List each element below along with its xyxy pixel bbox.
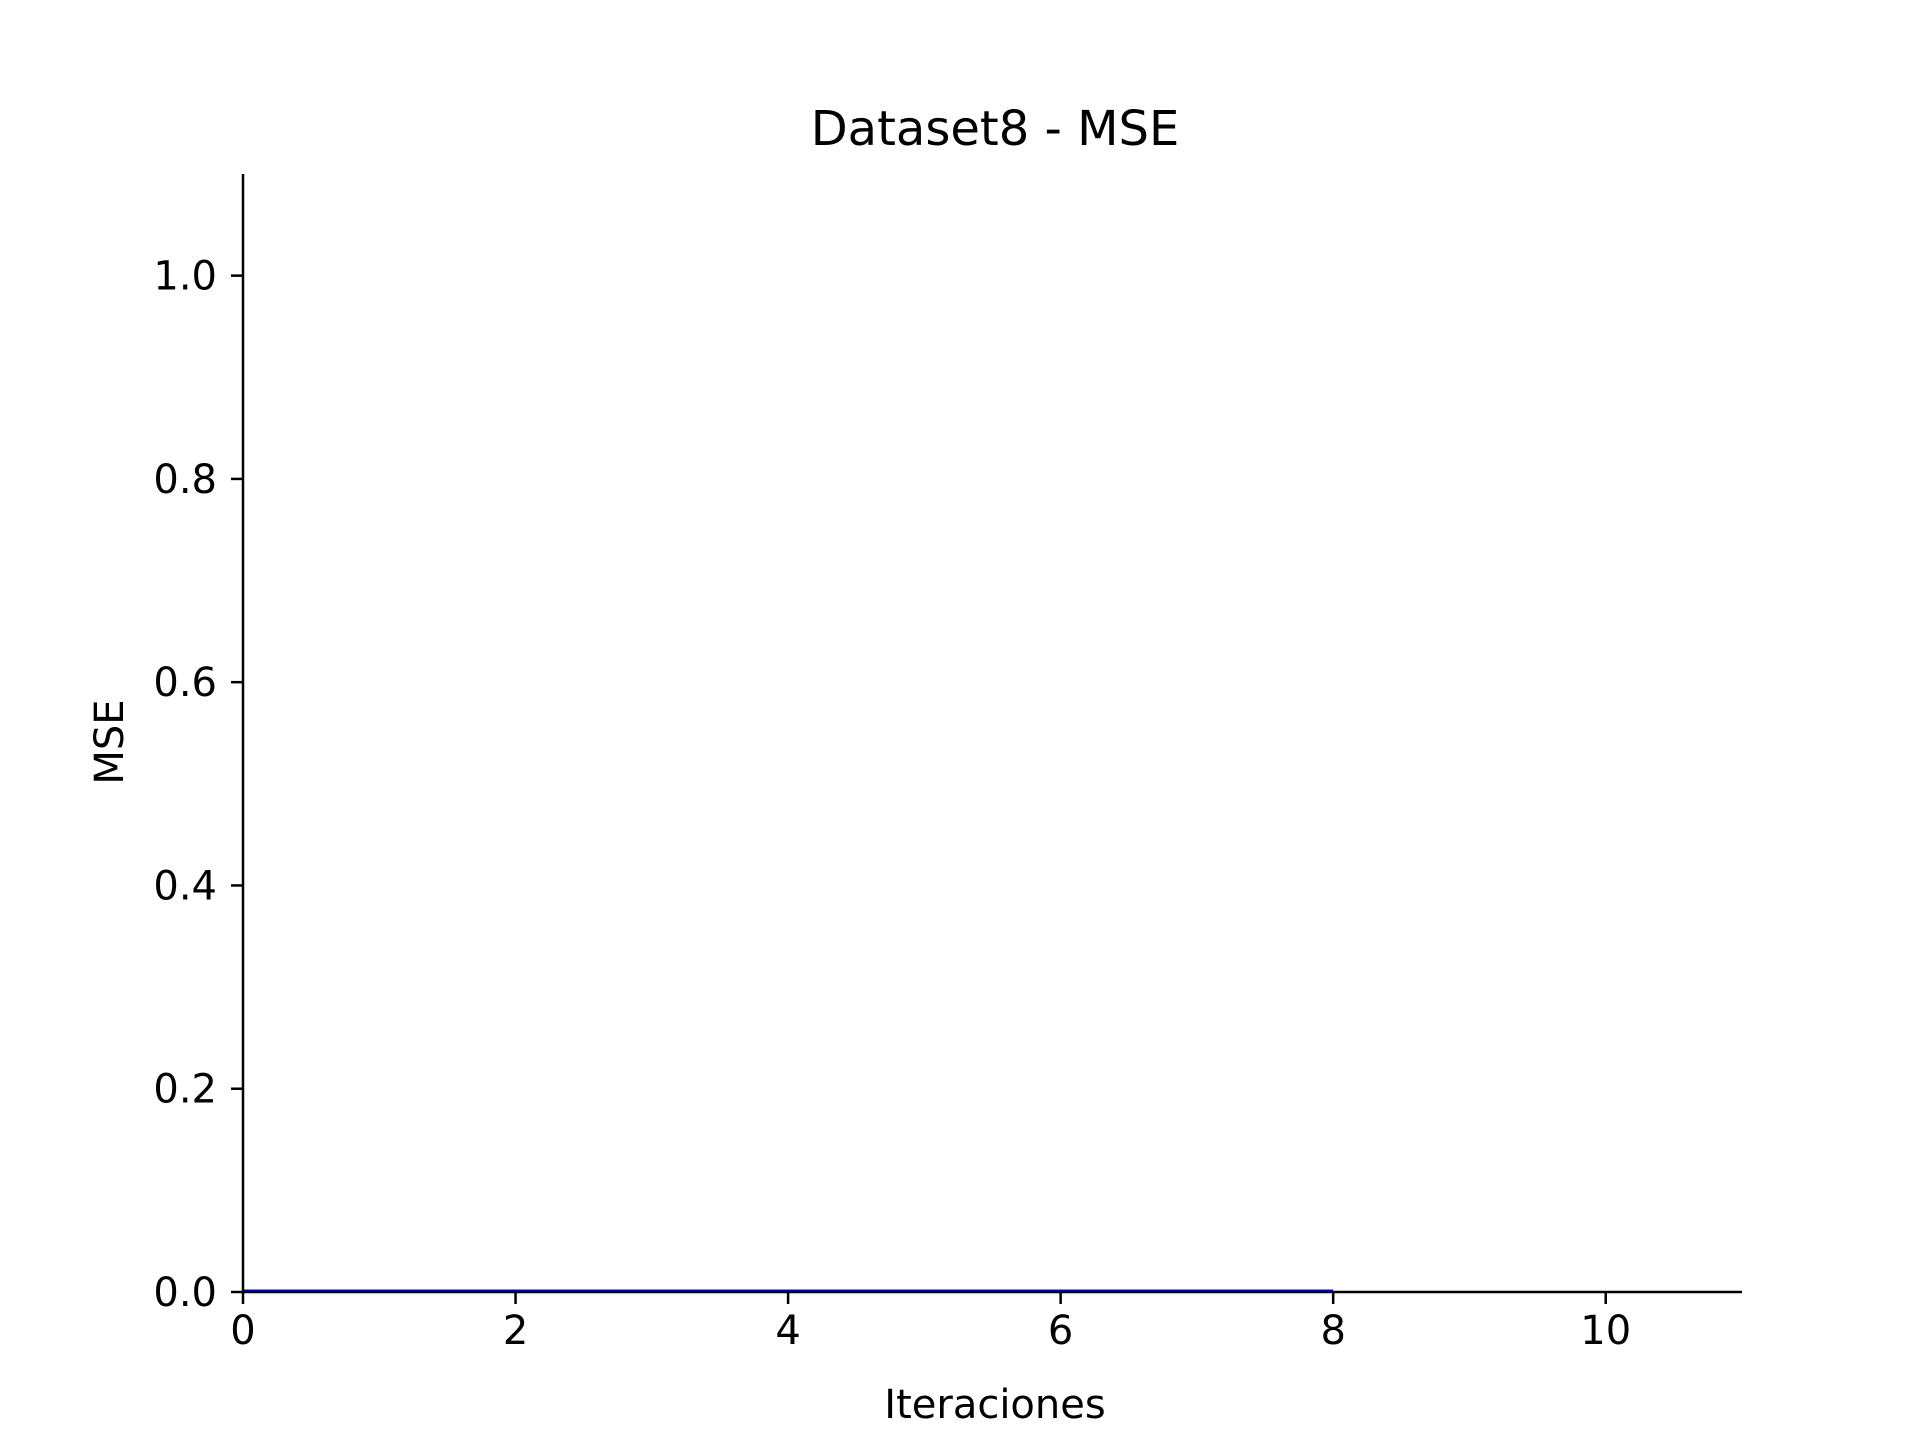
y-tick-label: 0.0 [153,1270,217,1316]
y-tick-label: 0.2 [153,1067,217,1113]
x-axis-label: Iteraciones [884,1382,1105,1428]
y-tick-label: 0.6 [153,660,217,706]
x-tick-label: 2 [503,1308,528,1354]
x-tick-label: 4 [775,1308,800,1354]
chart-title: Dataset8 - MSE [811,101,1180,157]
x-tick-label: 8 [1320,1308,1345,1354]
y-tick-label: 1.0 [153,254,217,300]
x-axis-ticks: 0 2 4 6 8 10 [230,1292,1631,1354]
y-axis-label: MSE [87,699,133,784]
x-tick-label: 0 [230,1308,255,1354]
y-axis-ticks: 0.0 0.2 0.4 0.6 0.8 1.0 [153,254,243,1316]
x-tick-label: 10 [1580,1308,1631,1354]
x-tick-label: 6 [1048,1308,1073,1354]
y-tick-label: 0.4 [153,863,217,909]
y-tick-label: 0.8 [153,457,217,503]
